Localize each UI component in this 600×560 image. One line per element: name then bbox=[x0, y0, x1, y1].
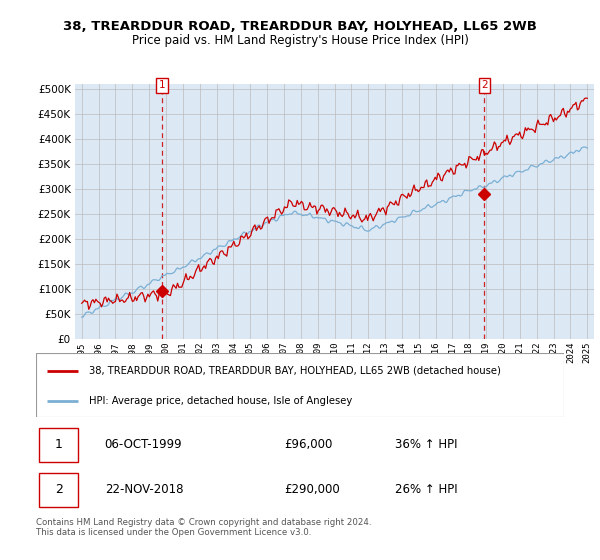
Text: 1: 1 bbox=[55, 438, 62, 451]
Text: £96,000: £96,000 bbox=[284, 438, 332, 451]
FancyBboxPatch shape bbox=[38, 428, 78, 461]
FancyBboxPatch shape bbox=[36, 353, 564, 417]
Text: Contains HM Land Registry data © Crown copyright and database right 2024.
This d: Contains HM Land Registry data © Crown c… bbox=[36, 518, 371, 538]
Text: 1: 1 bbox=[159, 81, 166, 91]
FancyBboxPatch shape bbox=[38, 473, 78, 507]
Text: £290,000: £290,000 bbox=[284, 483, 340, 496]
Text: 38, TREARDDUR ROAD, TREARDDUR BAY, HOLYHEAD, LL65 2WB (detached house): 38, TREARDDUR ROAD, TREARDDUR BAY, HOLYH… bbox=[89, 366, 500, 376]
Text: 36% ↑ HPI: 36% ↑ HPI bbox=[395, 438, 458, 451]
Text: 06-OCT-1999: 06-OCT-1999 bbox=[104, 438, 182, 451]
Text: 2: 2 bbox=[481, 81, 488, 91]
Text: 2: 2 bbox=[55, 483, 62, 496]
Text: HPI: Average price, detached house, Isle of Anglesey: HPI: Average price, detached house, Isle… bbox=[89, 396, 352, 406]
Text: Price paid vs. HM Land Registry's House Price Index (HPI): Price paid vs. HM Land Registry's House … bbox=[131, 34, 469, 46]
Text: 22-NOV-2018: 22-NOV-2018 bbox=[104, 483, 183, 496]
Text: 38, TREARDDUR ROAD, TREARDDUR BAY, HOLYHEAD, LL65 2WB: 38, TREARDDUR ROAD, TREARDDUR BAY, HOLYH… bbox=[63, 20, 537, 32]
Text: 26% ↑ HPI: 26% ↑ HPI bbox=[395, 483, 458, 496]
